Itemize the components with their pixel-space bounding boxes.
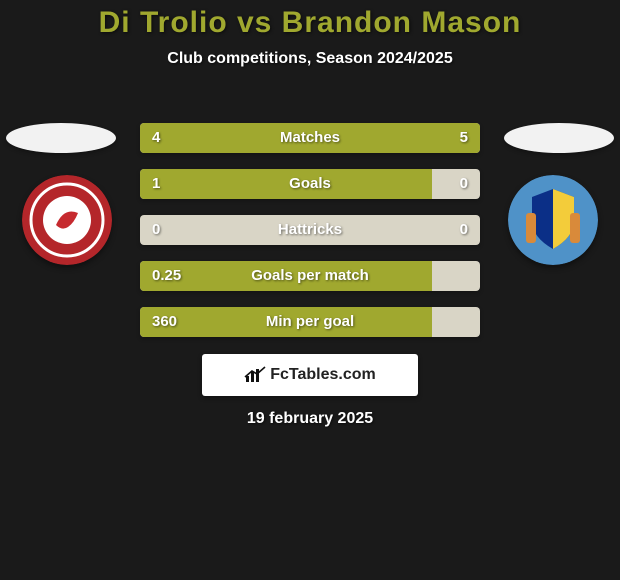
stats-rows: Matches45Goals10Hattricks00Goals per mat… bbox=[140, 123, 480, 353]
stat-value-left: 1 bbox=[140, 169, 172, 199]
stat-value-right bbox=[456, 307, 480, 337]
page-subtitle: Club competitions, Season 2024/2025 bbox=[0, 50, 620, 68]
stat-row: Goals per match0.25 bbox=[140, 261, 480, 291]
stat-label: Matches bbox=[140, 123, 480, 153]
stat-row: Min per goal360 bbox=[140, 307, 480, 337]
stat-value-right: 0 bbox=[448, 169, 480, 199]
club-badge-left bbox=[22, 175, 112, 265]
club-badge-left-icon bbox=[22, 175, 112, 265]
stat-value-left: 0.25 bbox=[140, 261, 193, 291]
stat-value-right bbox=[456, 261, 480, 291]
footer-date: 19 february 2025 bbox=[0, 410, 620, 428]
stat-label: Min per goal bbox=[140, 307, 480, 337]
stat-row: Hattricks0 0 bbox=[140, 215, 480, 245]
chart-icon bbox=[244, 366, 266, 384]
stat-value-right: 5 bbox=[448, 123, 480, 153]
brand-box[interactable]: FcTables.com bbox=[202, 354, 418, 396]
stat-row: Goals1 0 bbox=[140, 169, 480, 199]
stat-value-left: 0 bbox=[140, 215, 172, 245]
stat-row: Matches4 5 bbox=[140, 123, 480, 153]
club-badge-right bbox=[508, 175, 598, 265]
stat-label: Hattricks bbox=[140, 215, 480, 245]
stat-value-left: 360 bbox=[140, 307, 189, 337]
page-title: Di Trolio vs Brandon Mason bbox=[0, 0, 620, 40]
stat-value-left: 4 bbox=[140, 123, 172, 153]
stat-label: Goals bbox=[140, 169, 480, 199]
brand-text: FcTables.com bbox=[270, 366, 376, 384]
club-badge-right-icon bbox=[508, 175, 598, 265]
player-right-ellipse bbox=[504, 123, 614, 153]
stat-value-right: 0 bbox=[448, 215, 480, 245]
comparison-card: Di Trolio vs Brandon Mason Club competit… bbox=[0, 0, 620, 68]
player-left-ellipse bbox=[6, 123, 116, 153]
